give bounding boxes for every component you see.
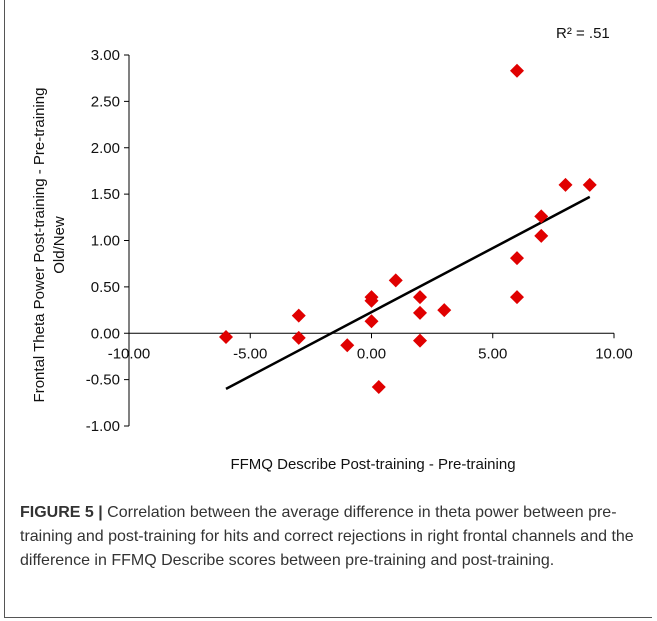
y-axis-label-line2: Old/New bbox=[51, 216, 68, 274]
data-point-marker bbox=[413, 305, 427, 320]
y-tick-label: 0.00 bbox=[91, 325, 120, 342]
y-axis-ticks: 3.00 2.50 2.00 1.50 1.00 0.50 0.00 -0.50 -1.00 bbox=[86, 47, 129, 435]
x-tick-label: 0.00 bbox=[357, 345, 386, 362]
data-point-marker bbox=[558, 177, 573, 192]
data-points bbox=[219, 63, 597, 395]
y-tick-label: -0.50 bbox=[86, 372, 120, 389]
data-point-marker bbox=[364, 314, 379, 329]
y-tick-label: 1.00 bbox=[91, 233, 120, 250]
trendline-group bbox=[225, 195, 591, 391]
y-tick-label: -1.00 bbox=[86, 418, 120, 435]
data-point-marker bbox=[364, 293, 379, 308]
r-squared-annotation: R² = .51 bbox=[556, 25, 610, 42]
data-point-marker bbox=[510, 251, 524, 266]
figure-frame bbox=[4, 0, 652, 618]
y-tick-label: 0.50 bbox=[91, 279, 120, 296]
data-point-marker bbox=[437, 303, 452, 318]
data-point-marker bbox=[388, 273, 403, 288]
y-axis-label-line1: Frontal Theta Power Post-training - Pre-… bbox=[31, 88, 48, 403]
data-point-marker bbox=[219, 329, 233, 344]
x-tick-label: 10.00 bbox=[595, 345, 633, 362]
data-point-marker bbox=[534, 228, 549, 243]
data-point-marker bbox=[413, 290, 427, 305]
x-tick-label: 5.00 bbox=[478, 345, 507, 362]
y-tick-label: 3.00 bbox=[91, 47, 120, 64]
scatter-chart: 3.00 2.50 2.00 1.50 1.00 0.50 0.00 -0.50 -1.00 -… bbox=[31, 25, 633, 473]
data-point-marker bbox=[582, 177, 597, 192]
data-point-marker bbox=[371, 380, 386, 395]
data-point-marker bbox=[291, 330, 306, 345]
y-tick-label: 2.00 bbox=[91, 140, 120, 157]
data-point-marker bbox=[510, 290, 524, 305]
caption-text: Correlation between the average differen… bbox=[20, 504, 634, 569]
y-tick-label: 1.50 bbox=[91, 186, 120, 203]
data-point-marker bbox=[340, 338, 355, 353]
data-point-marker bbox=[291, 308, 306, 323]
figure-label: FIGURE 5 | bbox=[20, 504, 103, 521]
data-point-marker bbox=[413, 333, 427, 348]
x-axis-label: FFMQ Describe Post-training - Pre-traini… bbox=[230, 456, 515, 473]
figure-caption: FIGURE 5 | Correlation between the avera… bbox=[20, 501, 640, 573]
y-tick-label: 2.50 bbox=[91, 93, 120, 110]
trendline bbox=[225, 195, 591, 391]
x-axis-ticks: -10.00 -5.00 0.00 5.00 10.00 bbox=[108, 333, 633, 362]
data-point-marker bbox=[510, 63, 524, 78]
data-point-marker bbox=[534, 209, 549, 224]
x-tick-label: -5.00 bbox=[233, 345, 267, 362]
